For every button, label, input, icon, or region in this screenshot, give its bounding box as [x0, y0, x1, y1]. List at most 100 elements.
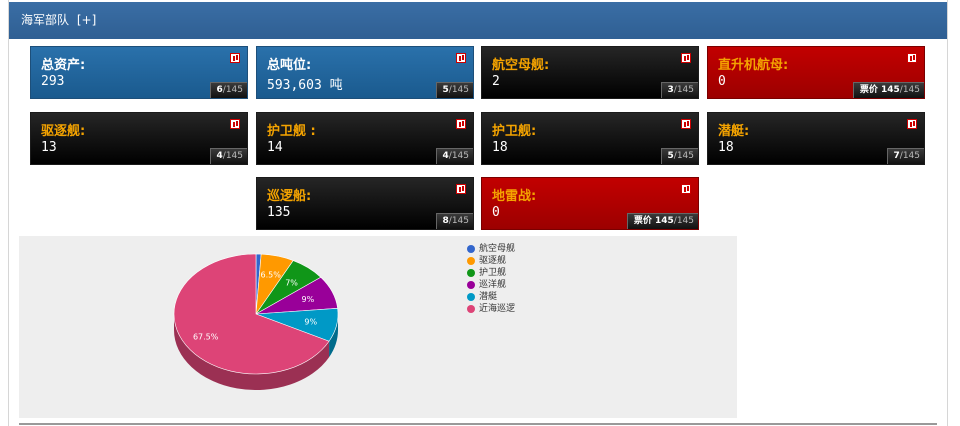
card-label: 护卫舰 : — [267, 124, 316, 139]
rank-total: /145 — [448, 85, 469, 95]
stat-card-frigates: 护卫舰 :14 4/145 — [256, 112, 474, 165]
pie-side-4 — [329, 314, 338, 358]
section-title: 海军部队 — [21, 13, 70, 27]
legend-swatch — [467, 269, 475, 277]
rank-badge: 5/145 — [435, 82, 473, 98]
card-value: 18 — [492, 140, 508, 155]
bar-chart-icon[interactable] — [456, 184, 466, 194]
rank-total: /145 — [448, 216, 469, 226]
legend-label: 护卫舰 — [479, 268, 507, 278]
card-value: 2 — [492, 74, 500, 89]
rank-badge: 4/145 — [209, 148, 247, 164]
card-label: 潜艇: — [718, 124, 750, 139]
rank-badge: 3/145 — [660, 82, 698, 98]
bar-chart-icon[interactable] — [681, 119, 691, 129]
card-value: 14 — [267, 140, 283, 155]
pie-chart: 6.5%7%9%9%67.5% — [173, 253, 339, 390]
rank-total: /145 — [222, 85, 243, 95]
card-value: 293 — [41, 74, 65, 89]
pie-label-5: 67.5% — [193, 333, 219, 342]
stat-card-aircraft-carriers: 航空母舰: 2 3/145 — [481, 46, 699, 99]
legend-swatch — [467, 305, 475, 313]
bar-chart-icon[interactable] — [456, 119, 466, 129]
legend-label: 巡洋舰 — [479, 280, 507, 290]
card-label: 巡逻船: — [267, 189, 312, 204]
rank-total: /145 — [899, 151, 920, 161]
stat-card-total-assets: 总资产: 293 6/145 — [30, 46, 248, 99]
rank-badge: 6/145 — [209, 82, 247, 98]
rank-total: /145 — [899, 85, 920, 95]
rank-value: 5 — [442, 85, 449, 95]
stat-card-mine-warfare: 地雷战: 0 票价 145/145 — [481, 177, 699, 230]
legend-label: 驱逐舰 — [479, 256, 507, 266]
rank-value: 7 — [893, 151, 900, 161]
bottom-divider — [19, 423, 937, 425]
rank-badge: 票价 145/145 — [852, 82, 924, 98]
rank-total: /145 — [673, 151, 694, 161]
pie-side-5 — [174, 314, 330, 390]
legend-label: 近海巡逻 — [479, 304, 516, 314]
bar-chart-icon[interactable] — [230, 53, 240, 63]
pie-label-3: 9% — [301, 295, 314, 304]
rank-badge: 票价 145/145 — [626, 213, 698, 229]
card-value: 0 — [718, 74, 726, 89]
rank-total: /145 — [673, 216, 694, 226]
rank-badge: 8/145 — [435, 213, 473, 229]
pie-slice-5[interactable] — [173, 253, 330, 375]
legend-swatch — [467, 245, 475, 253]
bar-chart-icon[interactable] — [681, 184, 691, 194]
stat-card-submarines: 潜艇: 18 7/145 — [707, 112, 925, 165]
rank-total: /145 — [222, 151, 243, 161]
rank-badge: 7/145 — [886, 148, 924, 164]
bar-chart-icon[interactable] — [907, 53, 917, 63]
bar-chart-icon[interactable] — [907, 119, 917, 129]
section-header: 海军部队 [+] — [9, 2, 947, 39]
bar-chart-icon[interactable] — [681, 53, 691, 63]
legend-item[interactable]: 近海巡逻 — [467, 303, 515, 315]
rank-value: 票价 145 — [859, 85, 900, 95]
page-frame — [8, 0, 948, 426]
legend-item[interactable]: 潜艇 — [467, 291, 515, 303]
rank-badge: 4/145 — [435, 148, 473, 164]
card-label: 地雷战: — [492, 189, 537, 204]
bar-chart-icon[interactable] — [230, 119, 240, 129]
rank-value: 4 — [442, 151, 449, 161]
stat-card-helicopter-carriers: 直升机航母: 0 票价 145/145 — [707, 46, 925, 99]
legend-label: 航空母舰 — [479, 244, 516, 254]
pie-label-1: 6.5% — [261, 271, 282, 280]
pie-chart-panel: 6.5% 7% 9% 9% 67.5% 航空母舰 驱逐舰 护卫舰 巡洋舰 潜艇 近海巡逻 — [19, 236, 737, 418]
card-label: 航空母舰: — [492, 58, 550, 73]
legend-swatch — [467, 257, 475, 265]
expand-toggle[interactable]: [+] — [76, 13, 97, 27]
rank-value: 5 — [667, 151, 674, 161]
card-value: 593,603 吨 — [267, 78, 343, 93]
legend-item[interactable]: 护卫舰 — [467, 267, 515, 279]
stat-card-total-tonnage: 总吨位: 593,603 吨 5/145 — [256, 46, 474, 99]
legend-label: 潜艇 — [479, 292, 498, 302]
card-label: 总吨位: — [267, 58, 312, 73]
pie-label-4: 9% — [304, 318, 317, 327]
legend-swatch — [467, 293, 475, 301]
legend-item[interactable]: 巡洋舰 — [467, 279, 515, 291]
rank-value: 6 — [216, 85, 223, 95]
rank-badge: 5/145 — [660, 148, 698, 164]
rank-total: /145 — [673, 85, 694, 95]
stat-card-patrol-vessels: 巡逻船: 135 8/145 — [256, 177, 474, 230]
card-value: 0 — [492, 205, 500, 220]
card-value: 135 — [267, 205, 291, 220]
rank-value: 4 — [216, 151, 223, 161]
rank-value: 3 — [667, 85, 674, 95]
stat-card-destroyers: 驱逐舰: 13 4/145 — [30, 112, 248, 165]
rank-value: 票价 145 — [633, 216, 674, 226]
rank-value: 8 — [442, 216, 449, 226]
card-value: 13 — [41, 140, 57, 155]
card-label: 护卫舰: — [492, 124, 537, 139]
chart-legend: 航空母舰驱逐舰护卫舰巡洋舰潜艇近海巡逻 — [467, 243, 515, 315]
legend-swatch — [467, 281, 475, 289]
card-label: 直升机航母: — [718, 58, 789, 73]
bar-chart-icon[interactable] — [456, 53, 466, 63]
legend-item[interactable]: 航空母舰 — [467, 243, 515, 255]
pie-label-2: 7% — [285, 279, 298, 288]
legend-item[interactable]: 驱逐舰 — [467, 255, 515, 267]
card-label: 驱逐舰: — [41, 124, 86, 139]
